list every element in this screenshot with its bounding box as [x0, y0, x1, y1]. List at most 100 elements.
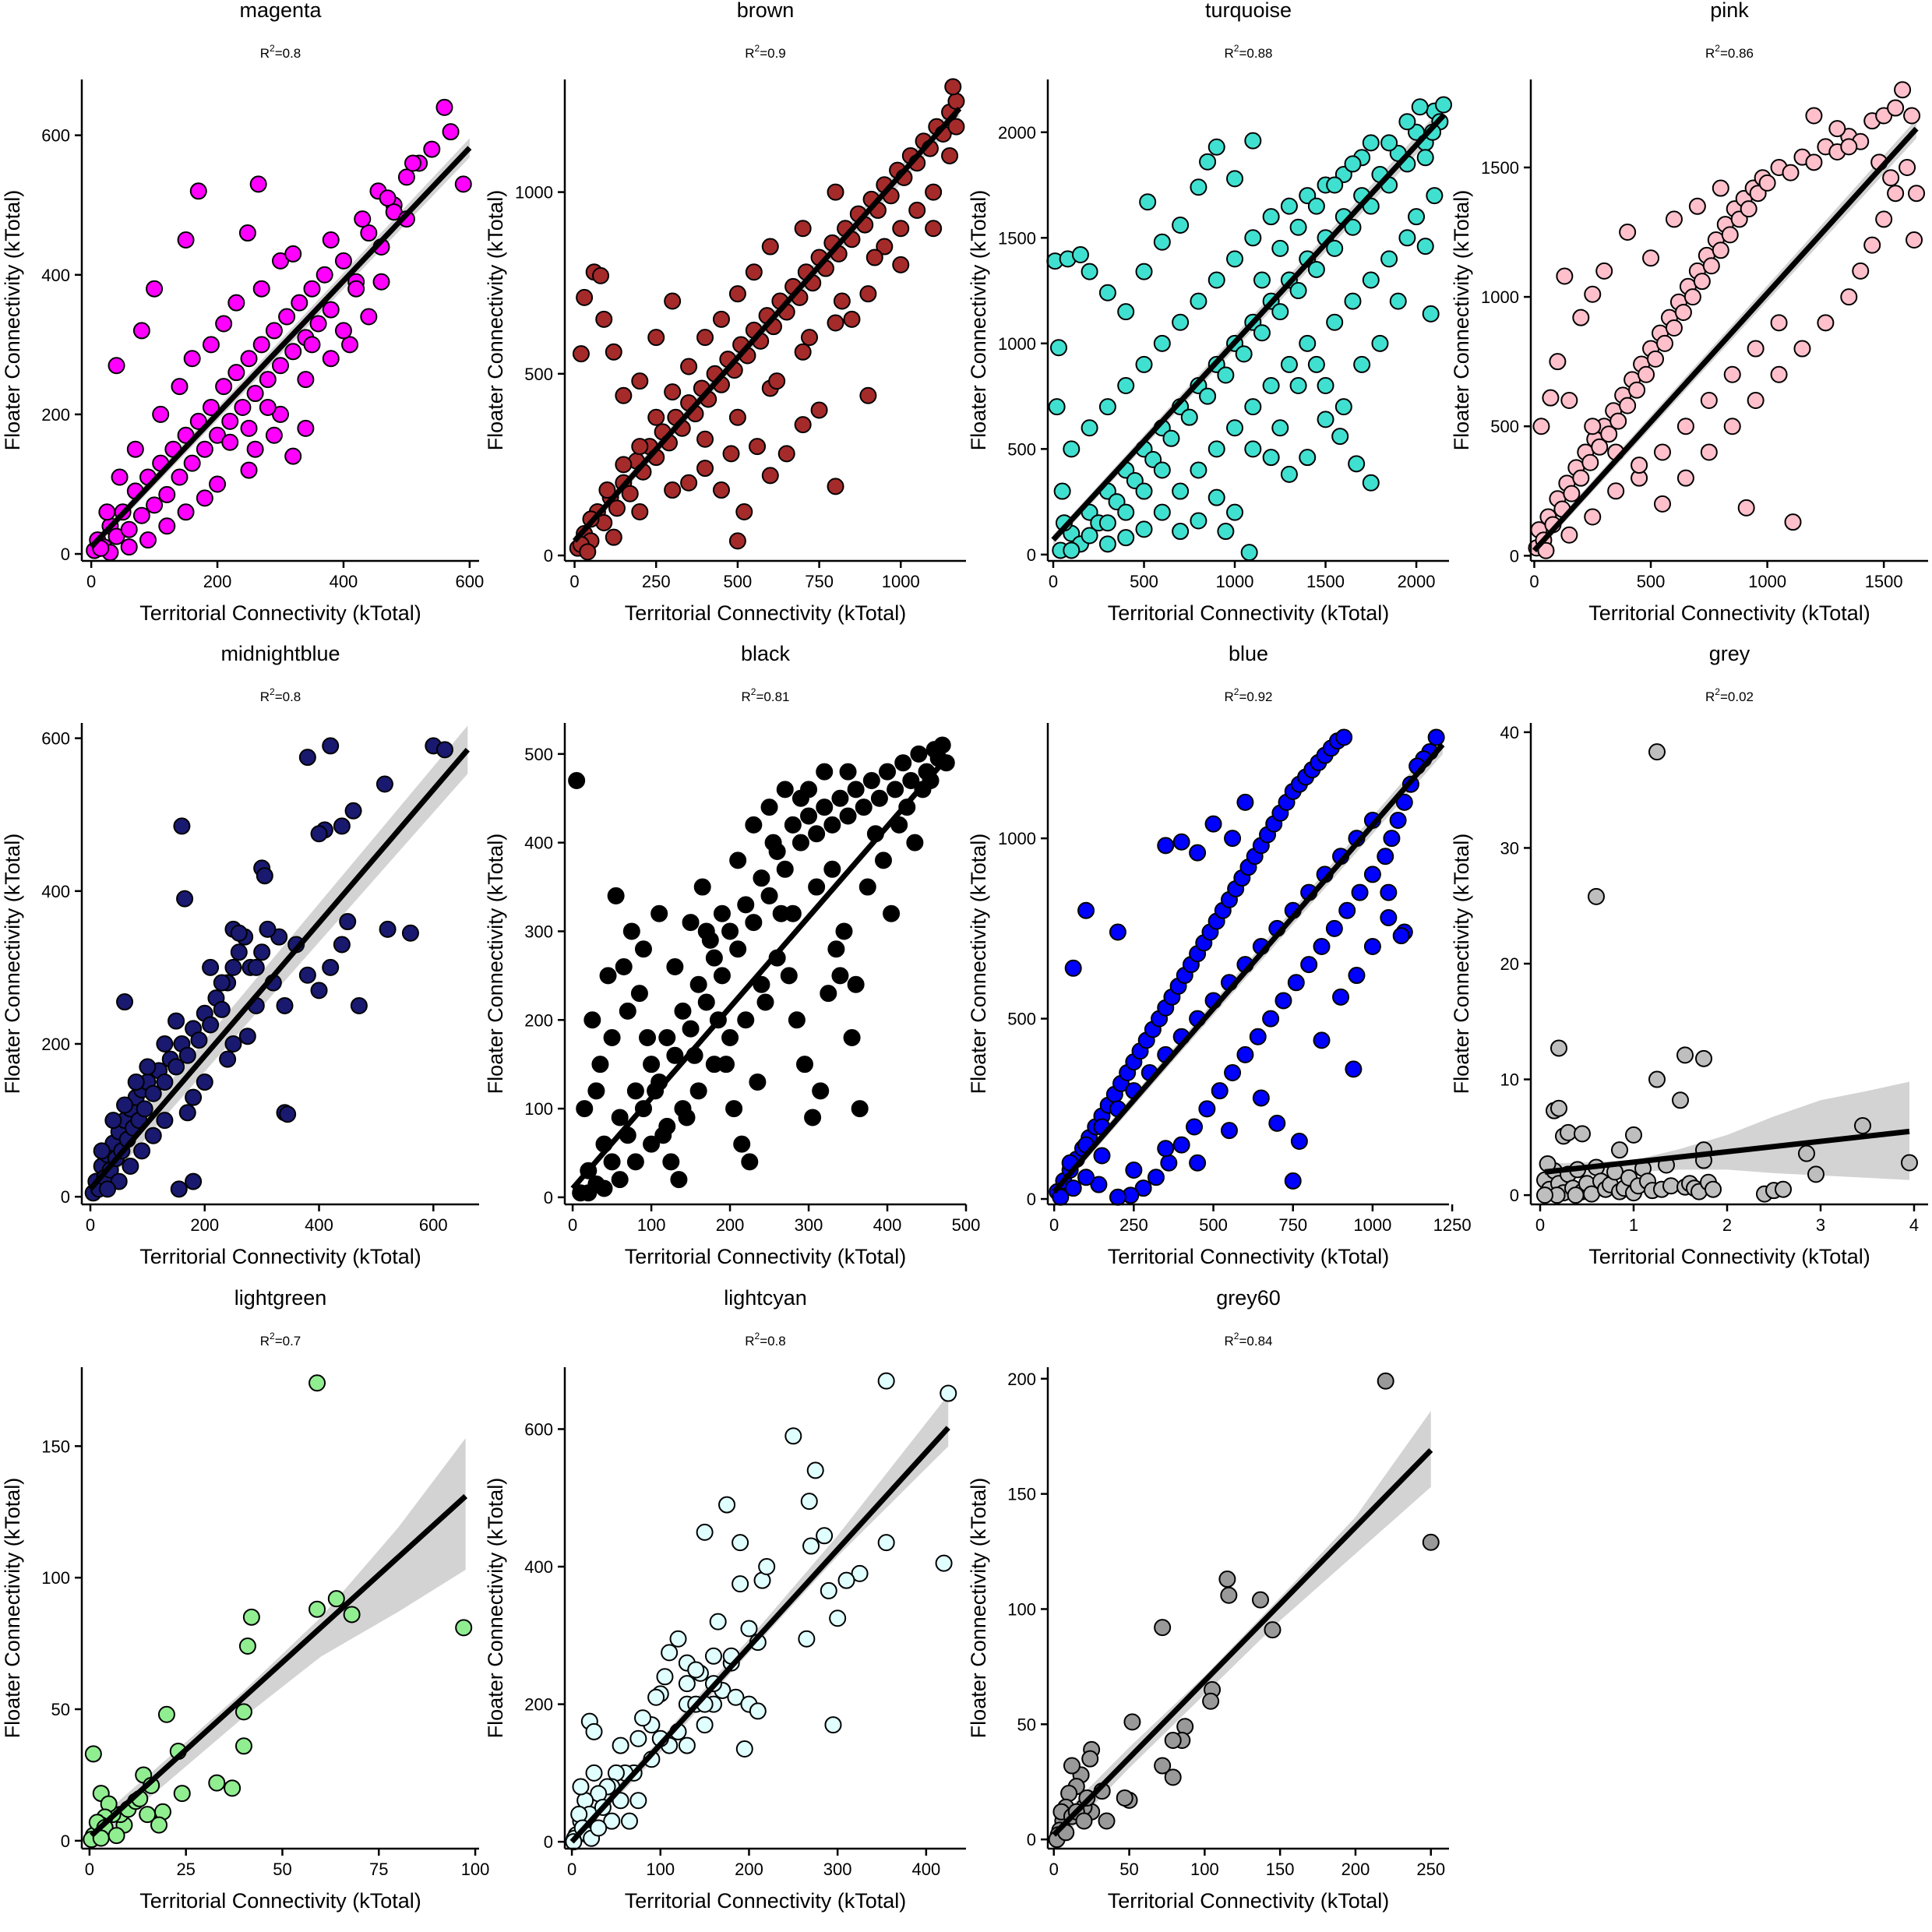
data-point — [202, 336, 220, 354]
data-point — [401, 924, 419, 942]
data-point — [1345, 1060, 1363, 1078]
data-point — [1063, 440, 1081, 458]
data-point — [696, 430, 714, 448]
data-point — [297, 371, 315, 389]
data-point — [379, 189, 397, 207]
y-tick-label: 200 — [524, 1010, 553, 1030]
data-point — [820, 1581, 837, 1599]
y-tick-label: 0 — [544, 1188, 553, 1208]
data-point — [749, 1073, 767, 1091]
data-point — [1264, 1621, 1282, 1639]
data-point — [139, 1806, 157, 1824]
data-point — [862, 771, 880, 789]
data-point — [1098, 284, 1116, 301]
data-point — [1702, 257, 1720, 275]
data-point — [1123, 1713, 1141, 1731]
confidence-band — [1545, 1081, 1909, 1180]
data-point — [674, 1100, 692, 1118]
data-point — [944, 78, 962, 96]
r-squared-label: R2=0.81 — [742, 686, 790, 704]
data-point — [1063, 541, 1081, 559]
x-tick-label: 250 — [642, 572, 671, 591]
data-points — [1049, 728, 1445, 1206]
x-tick-label: 400 — [330, 572, 358, 591]
data-point — [247, 958, 265, 976]
x-tick-label: 200 — [203, 572, 232, 591]
data-point — [798, 1630, 816, 1648]
data-point — [1908, 185, 1926, 203]
x-tick-label: 200 — [735, 1860, 763, 1879]
data-point — [1887, 185, 1905, 203]
data-point — [1307, 355, 1325, 373]
data-point — [753, 869, 770, 887]
data-point — [1362, 134, 1380, 152]
data-point — [1805, 153, 1823, 171]
data-point — [722, 445, 740, 463]
x-tick-label: 400 — [911, 1860, 940, 1879]
y-tick-label: 0 — [61, 545, 70, 564]
data-point — [824, 1716, 842, 1734]
data-point — [303, 336, 321, 354]
data-point — [697, 922, 715, 940]
data-point — [1117, 503, 1135, 521]
data-point — [1190, 292, 1208, 310]
data-point — [183, 350, 201, 368]
y-axis-label: Floater Connectivity (kTotal) — [967, 190, 990, 451]
data-point — [620, 1812, 638, 1830]
y-tick-label: 0 — [1027, 1830, 1036, 1849]
data-point — [810, 401, 828, 419]
data-point — [1075, 1812, 1093, 1830]
data-point — [156, 1112, 174, 1130]
x-tick-label: 50 — [273, 1860, 291, 1879]
y-axis-label: Floater Connectivity (kTotal) — [1, 190, 24, 451]
data-point — [360, 224, 378, 242]
data-point — [1287, 974, 1305, 992]
data-point — [144, 1126, 162, 1144]
data-point — [284, 447, 302, 465]
data-point — [1840, 138, 1858, 156]
data-point — [334, 322, 352, 340]
r-squared-label: R2=0.8 — [260, 43, 301, 61]
x-tick-label: 250 — [1119, 1215, 1148, 1235]
data-point — [808, 878, 826, 896]
y-tick-label: 0 — [544, 1832, 553, 1852]
data-point — [1411, 98, 1429, 116]
data-point — [801, 329, 819, 347]
panel-title: black — [741, 642, 791, 665]
data-point — [146, 280, 164, 298]
x-tick-label: 1000 — [1748, 572, 1786, 591]
x-tick-label: 1500 — [1306, 572, 1345, 591]
x-tick-label: 0 — [85, 1860, 94, 1879]
data-point — [104, 1112, 122, 1130]
data-point — [309, 315, 327, 333]
r-squared-label: R2=0.86 — [1705, 43, 1754, 61]
data-point — [777, 445, 795, 463]
data-point — [761, 238, 779, 256]
data-point — [397, 168, 415, 186]
data-point — [284, 245, 302, 263]
data-point — [877, 1534, 895, 1552]
data-point — [1249, 1028, 1267, 1045]
data-point — [1775, 1180, 1792, 1198]
data-point — [310, 982, 328, 999]
data-point — [1591, 438, 1609, 456]
data-point — [607, 887, 625, 904]
data-point — [758, 1558, 776, 1576]
data-point — [178, 1046, 196, 1064]
data-point — [603, 1153, 621, 1171]
data-point — [122, 1157, 139, 1175]
data-point — [1398, 229, 1416, 247]
data-point — [224, 1035, 242, 1052]
data-point — [906, 834, 924, 851]
data-point — [1252, 1089, 1270, 1107]
data-point — [157, 1705, 175, 1723]
data-point — [1060, 1785, 1078, 1803]
data-point — [1244, 440, 1262, 458]
data-point — [1875, 107, 1893, 125]
data-point — [1299, 334, 1317, 352]
data-point — [572, 1778, 590, 1796]
data-point — [1064, 959, 1082, 977]
data-point — [1071, 245, 1089, 263]
data-point — [1262, 377, 1280, 395]
data-point — [1600, 425, 1618, 443]
